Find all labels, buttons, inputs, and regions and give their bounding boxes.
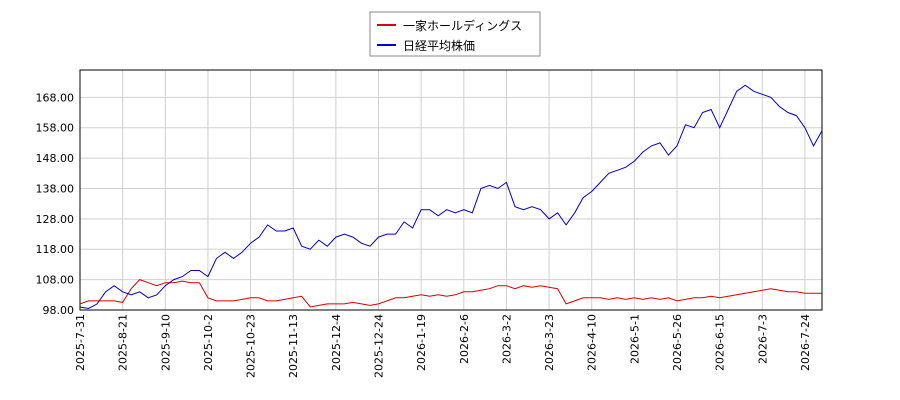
- x-tick-label: 2026-4-10: [586, 314, 599, 371]
- x-tick-label: 2025-9-10: [159, 314, 172, 371]
- x-tick-label: 2026-5-1: [628, 314, 641, 364]
- y-tick-label: 108.00: [36, 274, 75, 287]
- x-tick-label: 2025-7-31: [74, 314, 87, 371]
- y-tick-label: 148.00: [36, 152, 75, 165]
- x-tick-label: 2025-11-13: [287, 314, 300, 378]
- y-tick-label: 138.00: [36, 182, 75, 195]
- series-line: [79, 279, 822, 308]
- x-tick-label: 2025-10-23: [245, 314, 258, 378]
- y-tick-label: 98.00: [43, 304, 75, 317]
- x-tick-label: 2026-1-19: [415, 314, 428, 371]
- x-tick-label: 2026-3-2: [500, 314, 513, 364]
- legend-label: 一家ホールディングス: [403, 18, 522, 33]
- x-tick-label: 2025-12-24: [373, 314, 386, 378]
- y-tick-label: 118.00: [36, 243, 75, 256]
- x-tick-label: 2026-2-6: [458, 314, 471, 364]
- legend-box: [369, 11, 541, 57]
- x-tick-label: 2026-3-23: [543, 314, 556, 371]
- y-tick-label: 168.00: [36, 91, 75, 104]
- x-tick-label: 2025-12-4: [330, 314, 343, 371]
- plot-frame: [79, 69, 823, 311]
- x-tick-label: 2026-6-15: [714, 314, 727, 371]
- x-tick-label: 2025-10-2: [202, 314, 215, 371]
- x-tick-label: 2026-5-26: [671, 314, 684, 371]
- x-tick-label: 2026-7-3: [756, 314, 769, 364]
- y-tick-label: 158.00: [36, 122, 75, 135]
- x-tick-label: 2025-8-21: [117, 314, 130, 371]
- series-line: [79, 84, 823, 310]
- x-tick-label: 2026-7-24: [799, 314, 812, 371]
- legend-label: 日経平均株価: [403, 38, 475, 53]
- y-tick-label: 128.00: [36, 213, 75, 226]
